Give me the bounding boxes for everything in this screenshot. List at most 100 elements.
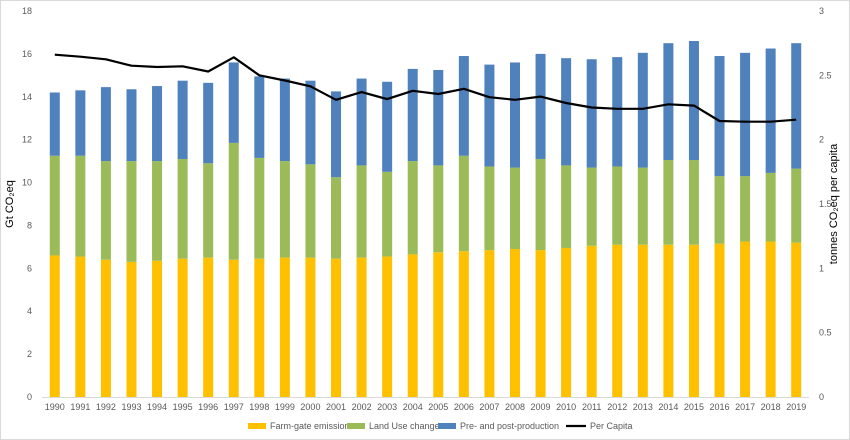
x-tick-label: 1992 (96, 402, 116, 412)
x-tick-label: 1998 (249, 402, 269, 412)
bar-farm-gate-emissions-2010 (561, 247, 572, 397)
bar-farm-gate-emissions-1996 (203, 257, 214, 397)
bar-pre-and-post-production-2002 (356, 78, 367, 166)
bar-pre-and-post-production-1994 (152, 86, 163, 162)
bar-pre-and-post-production-2014 (663, 43, 674, 161)
bar-land-use-change-1993 (126, 161, 137, 262)
bar-farm-gate-emissions-1999 (279, 257, 290, 397)
y-left-tick-label: 14 (22, 92, 32, 102)
legend-label: Pre- and post-production (460, 421, 559, 431)
x-tick-label: 2015 (684, 402, 704, 412)
bar-pre-and-post-production-1997 (228, 62, 239, 143)
y-left-tick-label: 8 (27, 220, 32, 230)
y-right-tick-label: 1.5 (819, 199, 832, 209)
bar-pre-and-post-production-2004 (407, 68, 418, 162)
legend-swatch-pre-and-post-production (438, 423, 456, 429)
bar-land-use-change-2007 (484, 166, 495, 251)
bar-pre-and-post-production-1993 (126, 89, 137, 162)
legend: Farm-gate emissions Land Use change Pre- a… (248, 421, 633, 431)
bar-farm-gate-emissions-2011 (586, 245, 597, 397)
x-tick-label: 2010 (556, 402, 576, 412)
bar-farm-gate-emissions-2000 (305, 257, 316, 397)
bar-pre-and-post-production-1992 (100, 87, 111, 162)
x-tick-label: 2001 (326, 402, 346, 412)
bar-pre-and-post-production-2013 (637, 52, 648, 168)
bar-land-use-change-2015 (688, 160, 699, 245)
bar-farm-gate-emissions-2013 (637, 244, 648, 397)
legend-swatch-land-use-change (347, 423, 365, 429)
bar-farm-gate-emissions-2009 (535, 250, 546, 397)
bar-land-use-change-2001 (331, 177, 342, 259)
bar-land-use-change-1991 (75, 155, 86, 257)
legend-label: Per Capita (590, 421, 633, 431)
x-tick-label: 1993 (121, 402, 141, 412)
x-tick-label: 2003 (377, 402, 397, 412)
bar-pre-and-post-production-2011 (586, 59, 597, 168)
bar-pre-and-post-production-2017 (740, 52, 751, 177)
bar-land-use-change-1995 (177, 158, 188, 259)
bar-pre-and-post-production-2003 (382, 81, 393, 172)
bar-farm-gate-emissions-1991 (75, 256, 86, 397)
legend-swatch-farm-gate-emissions (248, 423, 266, 429)
x-tick-label: 2019 (786, 402, 806, 412)
bar-farm-gate-emissions-1990 (49, 255, 60, 397)
bar-land-use-change-1994 (152, 161, 163, 261)
x-tick-label: 1995 (173, 402, 193, 412)
x-tick-label: 1999 (275, 402, 295, 412)
y-left-tick-label: 6 (27, 263, 32, 273)
y-left-tick-label: 10 (22, 178, 32, 188)
bar-farm-gate-emissions-2004 (407, 254, 418, 397)
x-tick-label: 1997 (224, 402, 244, 412)
bar-pre-and-post-production-2001 (331, 91, 342, 178)
bar-land-use-change-2017 (740, 176, 751, 242)
bar-pre-and-post-production-2006 (458, 56, 469, 156)
bar-farm-gate-emissions-2015 (688, 244, 699, 397)
y-right-tick-label: 2.5 (819, 70, 832, 80)
plot-area (49, 41, 802, 397)
bar-land-use-change-2000 (305, 164, 316, 258)
y-right-tick-label: 0.5 (819, 328, 832, 338)
bar-farm-gate-emissions-2005 (433, 252, 444, 397)
bar-farm-gate-emissions-2007 (484, 250, 495, 397)
x-tick-label: 1991 (70, 402, 90, 412)
y-left-tick-label: 16 (22, 49, 32, 59)
bar-farm-gate-emissions-1992 (100, 259, 111, 397)
bar-pre-and-post-production-2018 (765, 48, 776, 173)
bar-pre-and-post-production-1990 (49, 92, 60, 156)
bar-land-use-change-2014 (663, 160, 674, 245)
bar-land-use-change-2003 (382, 171, 393, 257)
y-right-tick-label: 1 (819, 263, 824, 273)
x-tick-label: 2012 (607, 402, 627, 412)
bar-pre-and-post-production-1995 (177, 80, 188, 159)
bar-pre-and-post-production-2012 (612, 57, 623, 167)
x-tick-label: 2007 (479, 402, 499, 412)
bar-land-use-change-2013 (637, 167, 648, 245)
bar-farm-gate-emissions-2012 (612, 244, 623, 397)
bar-farm-gate-emissions-1997 (228, 259, 239, 397)
x-tick-label: 2013 (633, 402, 653, 412)
bar-farm-gate-emissions-2008 (509, 249, 520, 397)
bar-pre-and-post-production-2016 (714, 56, 725, 177)
legend-label: Farm-gate emissions (270, 421, 355, 431)
y-left-tick-label: 12 (22, 135, 32, 145)
y-left-axis-title: Gt CO₂eq (4, 180, 16, 228)
bar-pre-and-post-production-2010 (561, 58, 572, 166)
axes: 0 2 4 6 8 10 12 14 16 18 0 0.5 1 1.5 2 2.5 3 1990 1991 1992… (4, 6, 840, 412)
bar-land-use-change-2011 (586, 167, 597, 246)
bar-farm-gate-emissions-1995 (177, 258, 188, 397)
bar-pre-and-post-production-2000 (305, 80, 316, 165)
bar-pre-and-post-production-1991 (75, 90, 86, 156)
y-right-tick-label: 2 (819, 135, 824, 145)
x-tick-label: 2014 (658, 402, 678, 412)
bar-farm-gate-emissions-1994 (152, 260, 163, 397)
bar-farm-gate-emissions-2019 (791, 242, 802, 397)
bar-land-use-change-2010 (561, 165, 572, 248)
bar-pre-and-post-production-2015 (688, 41, 699, 161)
bar-farm-gate-emissions-2003 (382, 256, 393, 397)
x-tick-label: 1996 (198, 402, 218, 412)
y-left-tick-label: 18 (22, 6, 32, 16)
bar-farm-gate-emissions-2017 (740, 241, 751, 397)
bar-land-use-change-2009 (535, 158, 546, 251)
bar-land-use-change-2004 (407, 161, 418, 255)
